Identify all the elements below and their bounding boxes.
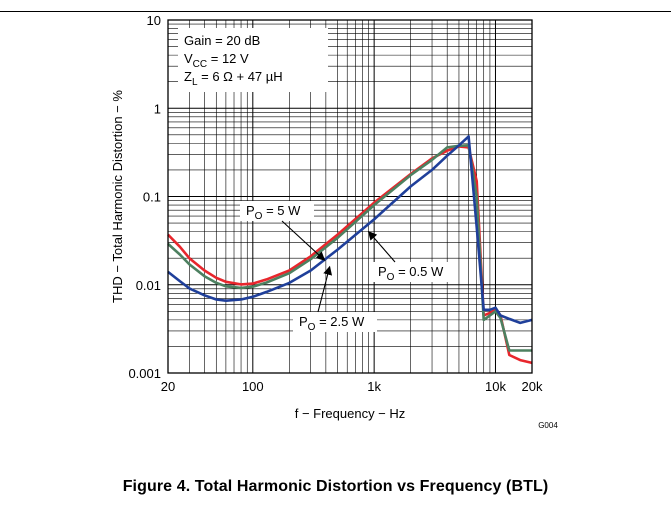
thd-frequency-chart: Gain = 20 dB VCC = 12 VZL = 6 Ω + 47 µH P… (110, 13, 558, 430)
annotation-background (293, 312, 377, 332)
annotation-arrow (367, 230, 396, 263)
annotation-arrow (281, 220, 326, 261)
y-tick-label: 1 (154, 101, 161, 116)
series-line-2 (167, 144, 532, 352)
y-tick-label: 10 (147, 13, 161, 28)
annotation-label: PO = 2.5 W (299, 314, 365, 333)
series-layer (167, 135, 533, 365)
annotation-background (372, 262, 456, 282)
y-tick-label: 0.001 (128, 366, 161, 381)
annotation-label: PO = 5 W (246, 203, 301, 222)
annotation-label: PO = 0.5 W (378, 264, 444, 283)
axis-labels: f − Frequency − Hz THD − Total Harmonic … (110, 90, 558, 430)
x-tick-label: 10k (485, 379, 506, 394)
x-tick-label: 20 (161, 379, 175, 394)
conditions-background (178, 28, 328, 92)
top-rule (0, 11, 671, 12)
y-tick-label: 0.01 (136, 278, 161, 293)
condition-vcc: VCC = 12 V (184, 51, 249, 70)
condition-gain: Gain = 20 dB (184, 33, 260, 48)
figure-id: G004 (538, 421, 558, 430)
x-tick-label: 20k (522, 379, 543, 394)
series-line-1 (167, 145, 533, 365)
annotation-background (240, 201, 314, 221)
x-axis-label: f − Frequency − Hz (295, 406, 406, 421)
x-tick-label: 100 (242, 379, 264, 394)
series-line-3 (167, 135, 533, 325)
x-tick-label: 1k (367, 379, 381, 394)
condition-zl: ZL = 6 Ω + 47 µH (184, 69, 283, 88)
plot-border (167, 19, 533, 374)
figure-caption: Figure 4. Total Harmonic Distortion vs F… (122, 478, 549, 495)
y-tick-label: 0.1 (143, 190, 161, 205)
plot-frame (167, 19, 533, 374)
y-axis-label: THD − Total Harmonic Distortion − % (110, 90, 125, 303)
conditions-box: Gain = 20 dB VCC = 12 VZL = 6 Ω + 47 µH (178, 28, 328, 92)
tick-labels: 20 100 1k 10k 20k 10 1 0.1 0.01 0.001 (128, 13, 543, 394)
annotation-arrow (317, 265, 333, 313)
annotations: PO = 5 W PO = 0.5 W PO = 2.5 W (240, 201, 456, 333)
